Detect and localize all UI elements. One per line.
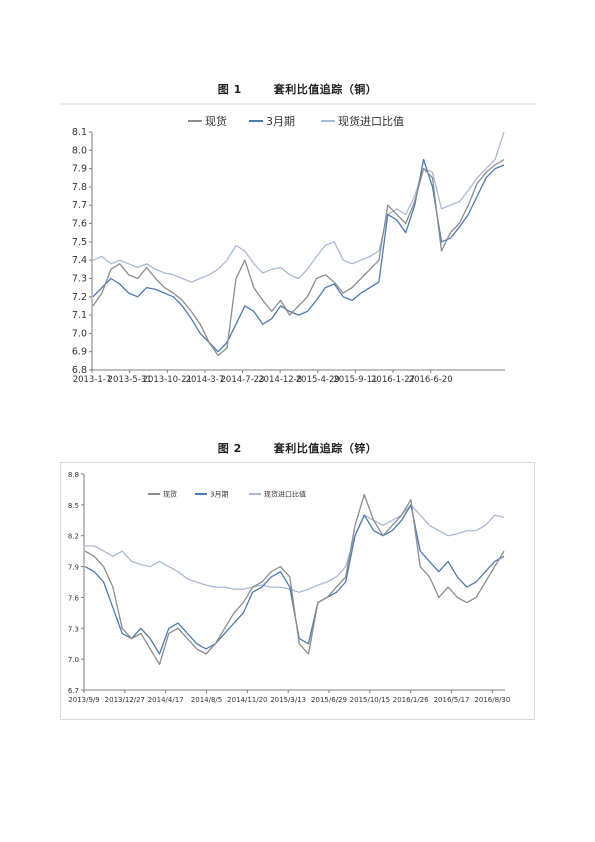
x-tick-label: 2016-1-27 xyxy=(371,375,415,385)
legend-label: 3月期 xyxy=(210,491,228,499)
legend-label: 3月期 xyxy=(266,115,295,128)
y-tick-label: 7.0 xyxy=(68,656,79,664)
y-tick-label: 7.9 xyxy=(68,564,79,572)
x-tick-label: 2015/3/13 xyxy=(270,696,306,704)
series-line-现货进口比值 xyxy=(85,504,505,593)
figure2-label: 图 2 xyxy=(217,442,242,455)
y-tick-label: 7.3 xyxy=(68,625,79,633)
x-tick-label: 2016/8/30 xyxy=(474,696,510,704)
y-tick-label: 7.0 xyxy=(72,328,87,339)
y-tick-label: 8.5 xyxy=(68,502,79,510)
y-tick-label: 7.1 xyxy=(72,310,87,321)
x-tick-label: 2014-3-7 xyxy=(186,375,225,385)
figure1-label: 图 1 xyxy=(217,83,242,96)
y-tick-label: 7.2 xyxy=(72,292,87,303)
chart-frame xyxy=(60,462,535,720)
legend-label: 现货 xyxy=(163,490,177,499)
x-tick-label: 2014-7-23 xyxy=(221,375,265,385)
x-tick-label: 2015-9-11 xyxy=(333,375,377,385)
x-tick-label: 2016-6-20 xyxy=(409,375,453,385)
x-tick-label: 2013/9/9 xyxy=(68,696,99,704)
series-line-现货 xyxy=(92,158,505,357)
y-tick-label: 7.4 xyxy=(72,255,87,266)
x-tick-label: 2016/5/17 xyxy=(434,696,470,704)
y-tick-label: 7.5 xyxy=(72,237,87,248)
y-tick-label: 6.9 xyxy=(72,347,87,358)
series-line-3月期 xyxy=(84,504,505,655)
figure1-title: 图 1 套利比值追踪（铜） xyxy=(0,81,595,97)
x-tick-label: 2015/6/29 xyxy=(311,696,347,704)
x-tick-label: 2013-1-7 xyxy=(73,375,112,385)
y-tick-label: 8.2 xyxy=(68,533,79,541)
x-tick-label: 2014/8/5 xyxy=(191,696,222,704)
x-tick-label: 2014/11/20 xyxy=(227,696,267,704)
y-tick-label: 7.8 xyxy=(72,182,87,193)
y-tick-label: 8.0 xyxy=(72,145,87,156)
x-tick-label: 2015/10/15 xyxy=(350,696,390,704)
y-tick-label: 8.8 xyxy=(68,471,79,479)
x-tick-label: 2014/4/17 xyxy=(148,696,184,704)
chart-copper: 6.8 6.9 7.0 7.1 7.2 7.3 7.4 7.5 7.6 7.7 7.8 7.9 8.0 8… xyxy=(60,103,535,385)
figure2-caption: 套利比值追踪（锌） xyxy=(273,442,378,455)
y-tick-label: 7.6 xyxy=(72,219,87,230)
y-tick-label: 7.7 xyxy=(72,200,87,211)
x-tick-label: 2013-10-21 xyxy=(143,375,192,385)
y-tick-label: 7.9 xyxy=(72,164,87,175)
x-tick-label: 2013/12/27 xyxy=(105,696,145,704)
x-tick-label: 2014-12-8 xyxy=(258,375,302,385)
legend-label: 现货 xyxy=(205,114,227,128)
series-line-3月期 xyxy=(92,158,505,353)
legend-label: 现货进口比值 xyxy=(264,490,306,499)
x-tick-label: 2013-5-31 xyxy=(108,375,152,385)
figure2-title: 图 2 套利比值追踪（锌） xyxy=(0,440,595,456)
chart-zinc: 6.7 7.0 7.3 7.6 7.9 8.2 8.5 8.8 2013/9/9 2013/12/… xyxy=(60,462,535,720)
series-line-现货进口比值 xyxy=(92,131,505,283)
x-tick-label: 2016/1/26 xyxy=(393,696,429,704)
y-tick-label: 6.8 xyxy=(72,365,87,376)
legend-label: 现货进口比值 xyxy=(338,114,404,128)
series-line-现货 xyxy=(84,493,505,665)
x-tick-label: 2015-4-29 xyxy=(296,375,340,385)
y-tick-label: 7.3 xyxy=(72,273,87,284)
y-tick-label: 7.6 xyxy=(68,594,80,602)
y-tick-label: 8.1 xyxy=(72,127,87,138)
y-tick-label: 6.7 xyxy=(68,687,79,695)
figure1-caption: 套利比值追踪（铜） xyxy=(273,83,378,96)
